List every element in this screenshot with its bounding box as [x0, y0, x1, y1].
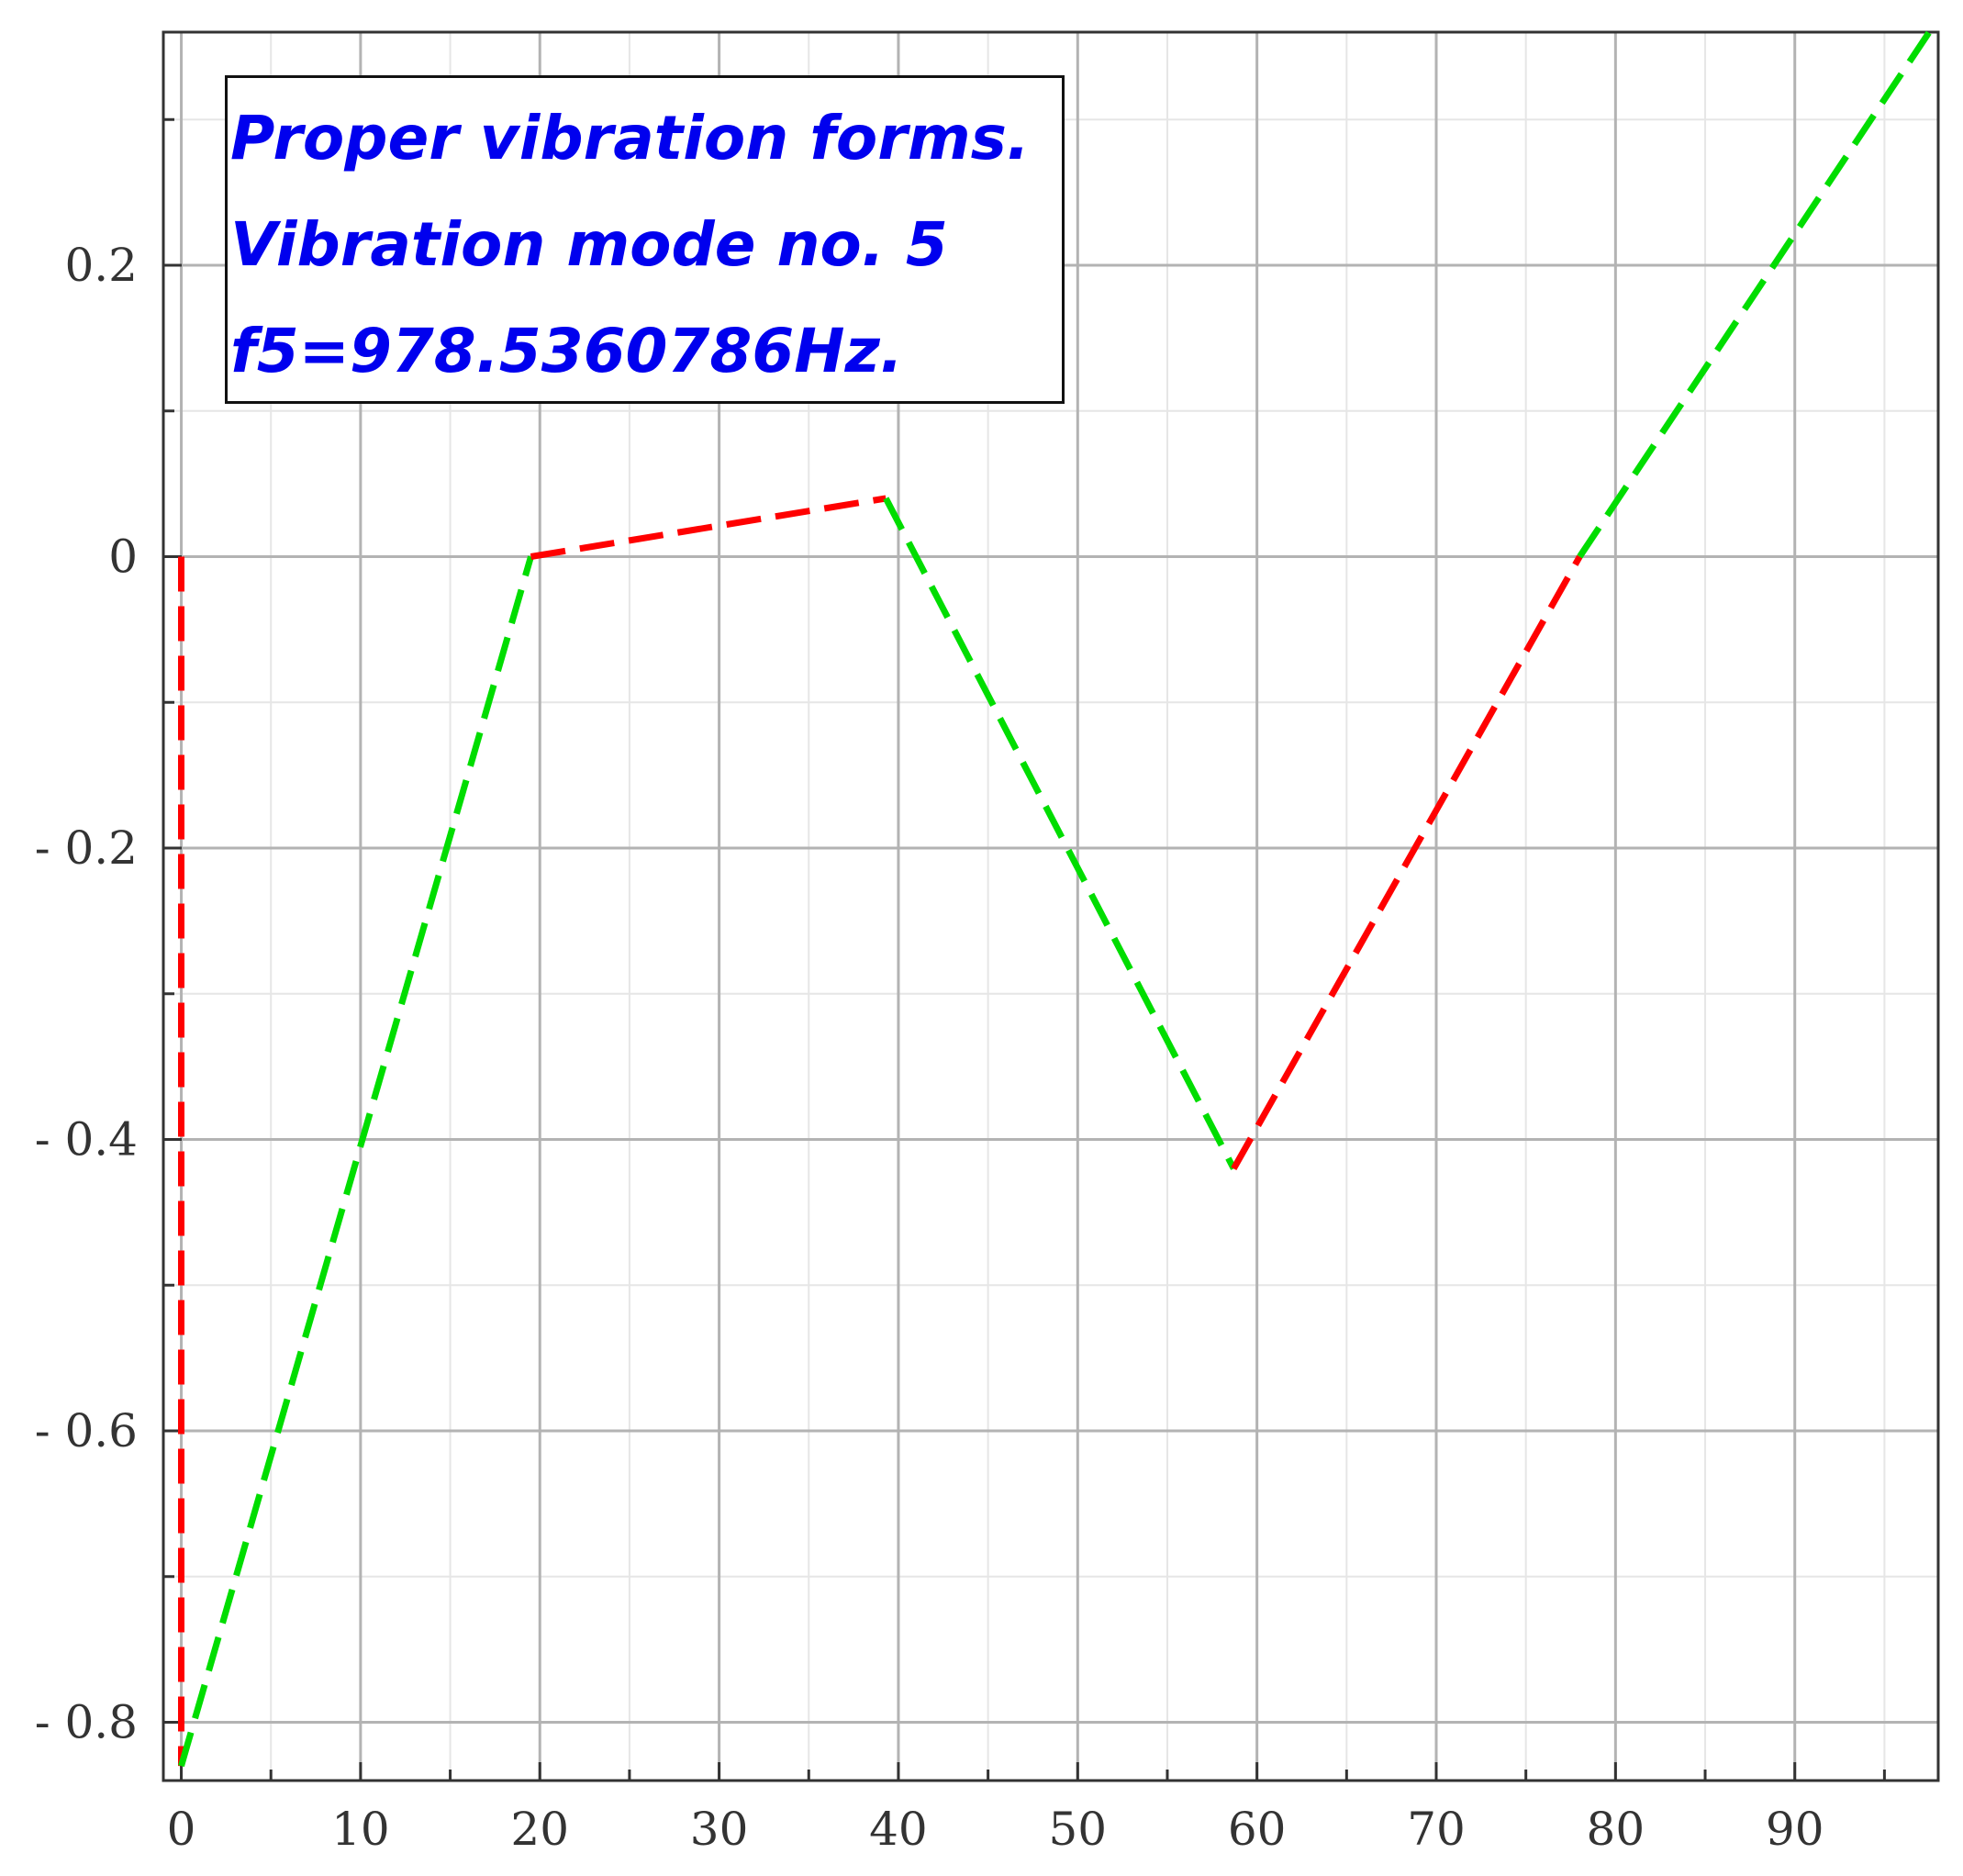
annotation-frequency: f5=978.5360786Hz.	[230, 316, 903, 386]
x-tick-label: 90	[1766, 1803, 1824, 1856]
series-line	[530, 495, 887, 560]
grid	[163, 32, 1938, 1781]
series-line	[1231, 554, 1583, 1171]
y-tick-label: 0	[108, 530, 138, 584]
x-tick-label: 20	[510, 1803, 569, 1856]
x-tick-label: 40	[869, 1803, 928, 1856]
y-tick-label: 0.2	[64, 239, 138, 292]
x-tick-label: 50	[1048, 1803, 1107, 1856]
y-tick-label: - 0.8	[35, 1696, 138, 1749]
plot-frame	[162, 30, 1940, 1782]
y-tick-label: - 0.6	[35, 1404, 138, 1457]
x-tick-label: 70	[1407, 1803, 1466, 1856]
y-tick-label: - 0.2	[35, 821, 138, 875]
x-tick-label: 30	[690, 1803, 749, 1856]
annotation-title: Proper vibration forms.	[230, 103, 1030, 173]
series-line	[1577, 30, 1933, 559]
x-tick-label: 0	[167, 1803, 196, 1856]
x-tick-label: 10	[331, 1803, 390, 1856]
y-tick-label: - 0.4	[35, 1113, 138, 1167]
annotation-box: Proper vibration forms. Vibration mode n…	[225, 75, 1065, 404]
series-group	[178, 30, 1933, 1768]
annotation-mode: Vibration mode no. 5	[230, 209, 948, 280]
series-line	[178, 555, 534, 1768]
series-line	[883, 497, 1237, 1170]
x-tick-label: 60	[1228, 1803, 1287, 1856]
x-tick-label: 80	[1587, 1803, 1645, 1856]
tick-labels: 0 10 20 30 40 50 60 70 80 90 0.2 0 - 0.2 - 0.4 - 0.6 - …	[35, 239, 1824, 1856]
axes	[162, 30, 1940, 1782]
